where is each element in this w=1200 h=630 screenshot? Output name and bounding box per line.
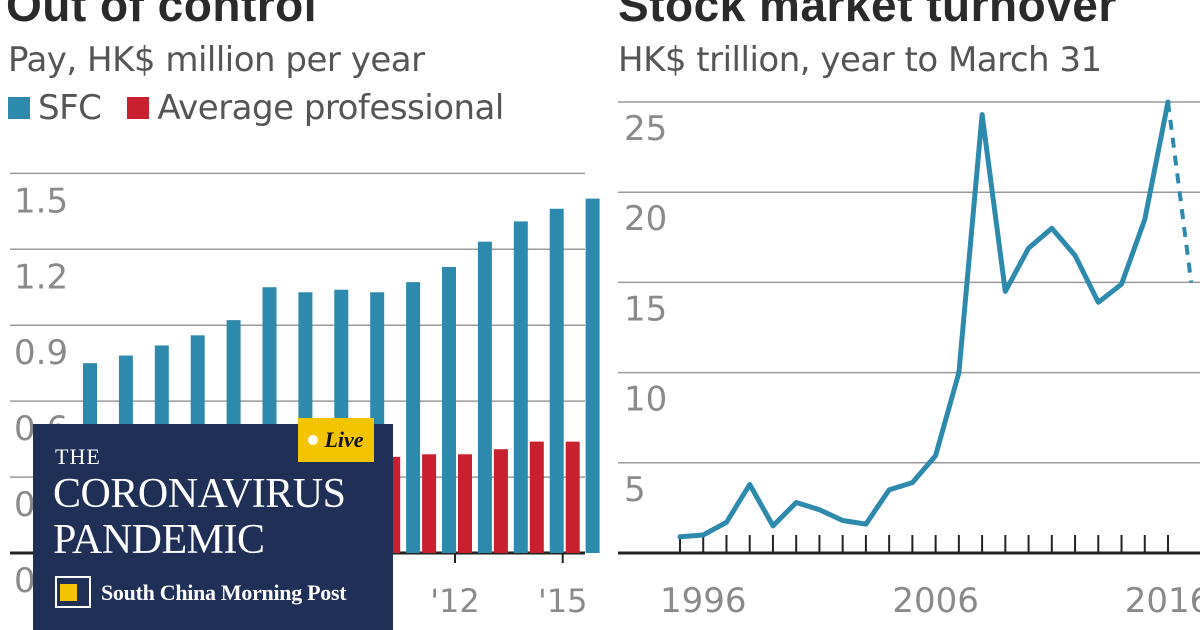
- y-tick-label: 5: [624, 470, 646, 510]
- bar-sfc: [585, 198, 600, 553]
- right-chart-subtitle: HK$ trillion, year to March 31: [618, 40, 1102, 80]
- bar-sfc: [477, 241, 492, 553]
- y-tick-label: 10: [624, 380, 667, 420]
- y-tick-label: 15: [624, 289, 667, 329]
- bar-sfc: [406, 282, 421, 553]
- bar-sfc: [549, 208, 564, 553]
- coronavirus-banner[interactable]: THE CORONAVIRUS PANDEMIC South China Mor…: [33, 424, 393, 630]
- bar-average-professional: [565, 441, 580, 553]
- legend-item-sfc: SFC: [8, 88, 102, 128]
- legend-item-average-professional: Average professional: [127, 88, 504, 128]
- x-tick-label: '15: [538, 582, 588, 620]
- bar-average-professional: [493, 449, 508, 553]
- y-tick-label: 20: [624, 199, 667, 239]
- y-tick-label: 1.5: [14, 181, 68, 221]
- legend-label-average-professional: Average professional: [157, 88, 504, 128]
- scmp-logo-icon: [55, 576, 91, 608]
- bar-average-professional: [422, 454, 437, 553]
- bar-average-professional: [529, 441, 544, 553]
- legend-swatch-average-professional: [127, 97, 150, 119]
- y-tick-label: 1.2: [14, 257, 68, 297]
- left-chart-subtitle: Pay, HK$ million per year: [8, 40, 425, 80]
- x-tick-label: 2016: [1125, 581, 1200, 621]
- bar-sfc: [513, 221, 528, 553]
- bar-sfc: [442, 266, 456, 553]
- turnover-projection-line: [1166, 101, 1194, 283]
- banner-brand: South China Morning Post: [101, 580, 347, 605]
- legend-swatch-sfc: [8, 97, 30, 119]
- y-tick-label: 0.9: [14, 333, 68, 373]
- x-tick-label: 1996: [660, 581, 747, 621]
- turnover-line: [677, 99, 1171, 540]
- x-tick-label: '12: [430, 582, 480, 620]
- y-tick-label: 25: [624, 109, 667, 149]
- x-tick-label: 2006: [892, 581, 979, 621]
- live-badge: Live: [298, 418, 374, 462]
- banner-coronavirus: CORONAVIRUS: [53, 471, 346, 517]
- banner-the: THE: [55, 444, 101, 469]
- bar-average-professional: [458, 454, 472, 553]
- left-chart-legend: SFC Average professional: [8, 88, 530, 128]
- legend-label-sfc: SFC: [38, 88, 102, 128]
- banner-pandemic: PANDEMIC: [53, 517, 265, 563]
- line-chart: 5 10 15 20 25 1996 2006 2016: [618, 99, 1200, 621]
- live-dot-icon: [308, 435, 319, 445]
- left-chart-title: Out of control: [6, 0, 318, 31]
- right-chart-title: Stock market turnover: [618, 0, 1117, 31]
- y-tick-label: 0: [14, 561, 36, 601]
- live-label: Live: [324, 427, 364, 452]
